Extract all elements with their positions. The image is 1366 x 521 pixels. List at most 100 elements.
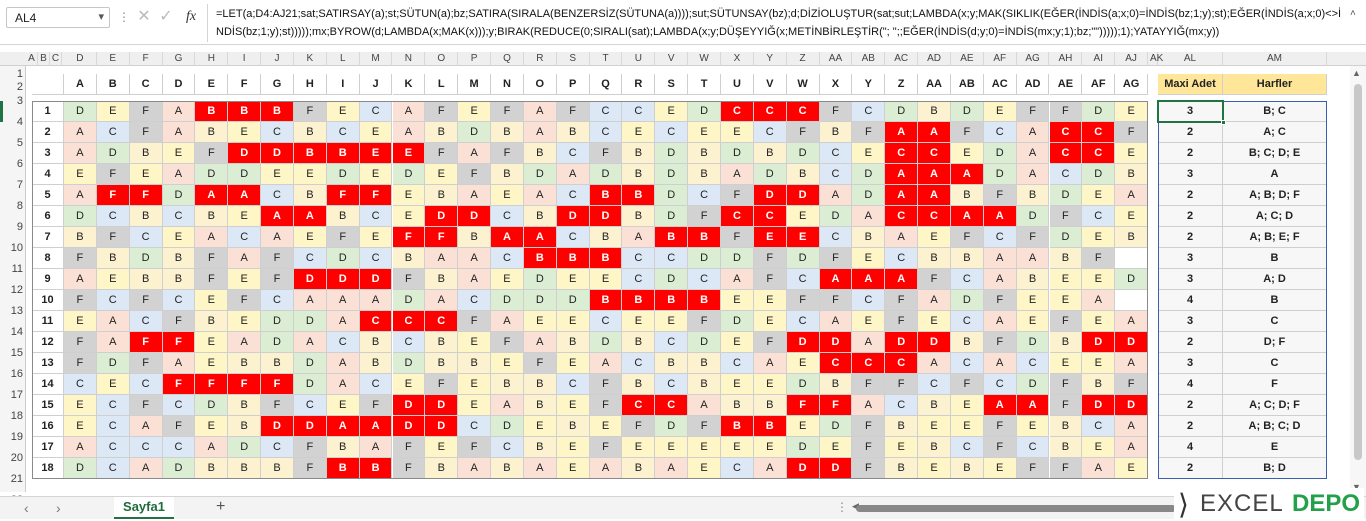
table-cell[interactable]: C — [64, 374, 97, 395]
column-header-q[interactable]: Q — [491, 52, 524, 66]
column-header-a[interactable]: A — [26, 52, 38, 66]
table-cell[interactable]: F — [852, 122, 886, 143]
table-cell[interactable]: B — [918, 101, 951, 122]
table-cell[interactable]: B — [261, 101, 294, 122]
row-header-20[interactable]: 20 — [10, 452, 23, 464]
result-max-count[interactable]: 3 — [1158, 101, 1223, 122]
table-cell[interactable]: F — [1049, 206, 1083, 227]
result-max-count[interactable]: 2 — [1158, 227, 1223, 248]
table-cell[interactable]: C — [1082, 416, 1116, 437]
table-cell[interactable]: A — [96, 332, 130, 353]
table-cell[interactable]: E — [885, 437, 919, 458]
table-cell[interactable]: F — [491, 143, 524, 164]
table-cell[interactable]: B — [688, 353, 721, 374]
table-cell[interactable]: B — [622, 374, 656, 395]
table-cell[interactable]: A — [359, 290, 393, 311]
table-cell[interactable]: A — [1016, 164, 1050, 185]
table-cell[interactable]: A — [885, 269, 919, 290]
table-cell[interactable]: A — [589, 353, 623, 374]
table-cell[interactable]: E — [622, 437, 656, 458]
table-cell[interactable]: C — [392, 311, 426, 332]
table-cell[interactable]: A — [1016, 122, 1050, 143]
table-cell[interactable]: E — [918, 311, 951, 332]
table-cell[interactable]: D — [950, 290, 984, 311]
table-cell[interactable]: F — [885, 290, 919, 311]
table-cell[interactable]: D — [293, 311, 327, 332]
table-cell[interactable]: D — [721, 311, 754, 332]
result-max-count[interactable]: 3 — [1158, 269, 1223, 290]
table-cell[interactable]: B — [293, 185, 327, 206]
result-max-count[interactable]: 2 — [1158, 458, 1223, 479]
table-cell[interactable]: C — [326, 122, 360, 143]
table-cell[interactable]: F — [64, 248, 97, 269]
column-header-v[interactable]: V — [655, 52, 689, 66]
table-cell[interactable]: A — [458, 143, 492, 164]
table-cell[interactable]: C — [359, 374, 393, 395]
table-cell[interactable]: E — [983, 458, 1017, 479]
table-cell[interactable]: D — [1016, 374, 1050, 395]
row-header-17[interactable]: 17 — [10, 389, 23, 401]
table-cell[interactable]: E — [1082, 437, 1116, 458]
table-cell[interactable]: A — [359, 437, 393, 458]
table-cell[interactable]: E — [228, 311, 262, 332]
table-cell[interactable]: E — [293, 164, 327, 185]
table-cell[interactable]: E — [1082, 353, 1116, 374]
table-cell[interactable]: E — [556, 311, 590, 332]
table-cell[interactable]: F — [589, 374, 623, 395]
table-cell[interactable]: F — [753, 332, 787, 353]
result-letters[interactable]: F — [1223, 374, 1327, 395]
table-cell[interactable] — [1115, 290, 1149, 311]
column-header-h[interactable]: H — [195, 52, 229, 66]
table-cell[interactable]: B — [523, 374, 557, 395]
more-icon[interactable]: ⋮ — [836, 500, 848, 514]
table-cell[interactable]: C — [721, 206, 754, 227]
column-header-n[interactable]: N — [393, 52, 426, 66]
table-cell[interactable]: F — [918, 269, 951, 290]
table-cell[interactable]: B — [852, 227, 886, 248]
table-cell[interactable]: B — [589, 185, 623, 206]
table-cell[interactable]: C — [392, 332, 426, 353]
table-cell[interactable]: A — [819, 311, 853, 332]
table-cell[interactable]: B — [950, 185, 984, 206]
result-max-count[interactable]: 3 — [1158, 164, 1223, 185]
horizontal-scroll-thumb[interactable] — [856, 505, 1176, 512]
result-letters[interactable]: B — [1223, 290, 1327, 311]
table-cell[interactable]: A — [983, 206, 1017, 227]
table-cell[interactable]: D — [162, 185, 196, 206]
table-cell[interactable]: E — [64, 311, 97, 332]
table-cell[interactable]: C — [786, 269, 820, 290]
table-cell[interactable]: A — [326, 374, 360, 395]
table-cell[interactable]: B — [425, 185, 459, 206]
table-cell[interactable]: F — [326, 185, 360, 206]
table-cell[interactable]: B — [129, 143, 163, 164]
table-cell[interactable]: C — [885, 248, 919, 269]
table-cell[interactable]: D — [819, 206, 853, 227]
row-header-12[interactable]: 12 — [10, 284, 23, 296]
result-letters[interactable]: A; D — [1223, 269, 1327, 290]
table-cell[interactable]: B — [425, 269, 459, 290]
table-cell[interactable]: B — [293, 143, 327, 164]
row-header-7[interactable]: 7 — [16, 179, 23, 191]
table-cell[interactable]: D — [293, 416, 327, 437]
row-header-5[interactable]: 5 — [16, 137, 23, 149]
result-letters[interactable]: B — [1223, 248, 1327, 269]
table-cell[interactable]: B — [228, 395, 262, 416]
result-letters[interactable]: B; C; D; E — [1223, 143, 1327, 164]
table-cell[interactable]: E — [950, 416, 984, 437]
result-max-count[interactable]: 2 — [1158, 143, 1223, 164]
table-cell[interactable]: B — [1049, 248, 1083, 269]
table-row-label[interactable]: 11 — [32, 311, 64, 332]
table-cell[interactable]: E — [64, 164, 97, 185]
table-cell[interactable]: A — [918, 185, 951, 206]
table-cell[interactable]: D — [655, 206, 689, 227]
table-cell[interactable]: F — [64, 353, 97, 374]
table-cell[interactable]: B — [523, 248, 557, 269]
column-header-e[interactable]: E — [97, 52, 130, 66]
table-cell[interactable]: E — [556, 395, 590, 416]
table-cell[interactable]: C — [96, 206, 130, 227]
table-cell[interactable]: C — [655, 374, 689, 395]
table-cell[interactable]: A — [753, 353, 787, 374]
table-cell[interactable]: C — [819, 164, 853, 185]
table-cell[interactable]: B — [753, 416, 787, 437]
table-cell[interactable]: A — [753, 458, 787, 479]
